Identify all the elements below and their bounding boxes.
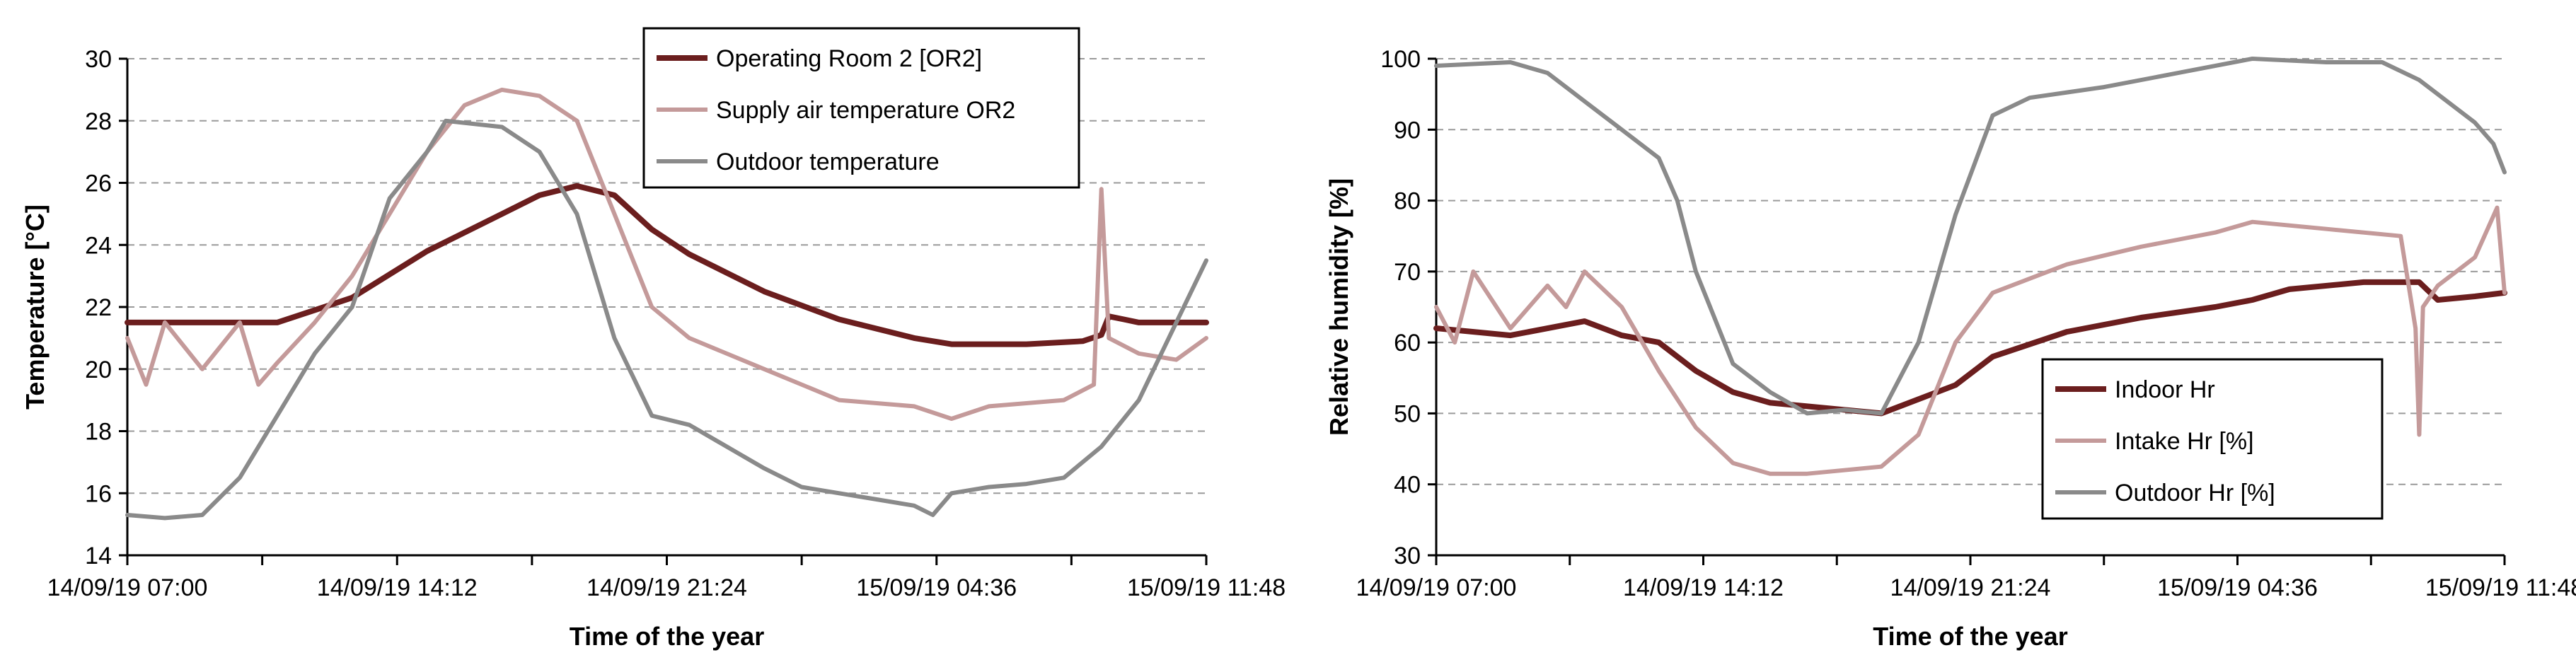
y-tick-label: 30: [1394, 543, 1421, 569]
series-line-2: [125, 87, 1208, 421]
x-tick-label: 15/09/19 04:36: [2157, 574, 2318, 601]
x-tick-label: 14/09/19 07:00: [47, 574, 208, 601]
legend-label: Indoor Hr: [2115, 376, 2215, 403]
legend-label: Intake Hr [%]: [2115, 428, 2254, 455]
y-tick-label: 70: [1394, 259, 1421, 286]
y-tick-label: 16: [85, 480, 112, 507]
x-axis-title: Time of the year: [1873, 622, 2067, 651]
y-tick-label: 18: [85, 419, 112, 446]
humidity-chart: 30 40 50 60 70 80 90 100 14/09/19 07:00 14/09/19 …: [1324, 46, 2576, 651]
y-tick-label: 50: [1394, 400, 1421, 427]
y-tick-label: 28: [85, 108, 112, 135]
y-tick-label: 22: [85, 294, 112, 321]
legend-label: Outdoor temperature: [716, 149, 940, 175]
y-tick-label: 80: [1394, 188, 1421, 215]
x-tick-label: 15/09/19 11:48: [2425, 574, 2576, 601]
legend-label: Operating Room 2 [OR2]: [716, 45, 982, 72]
x-tick-label: 15/09/19 11:48: [1127, 574, 1286, 601]
x-axis-title: Time of the year: [570, 622, 764, 651]
legend-box: [642, 27, 1080, 189]
series-line-2: [1434, 205, 2507, 476]
legend: Operating Room 2 [OR2] Supply air tempera…: [642, 27, 1080, 189]
y-tick-label: 20: [85, 357, 112, 383]
x-tick-label: 14/09/19 14:12: [317, 574, 478, 601]
x-tick-label: 14/09/19 21:24: [1890, 574, 2051, 601]
temperature-chart: 14 16 18 20 22 24 26 28 30 14/09/19 07:00 14/09/19…: [21, 27, 1286, 651]
y-tick-label: 100: [1380, 46, 1421, 73]
y-tick-label: 40: [1394, 472, 1421, 499]
y-tick-label: 60: [1394, 330, 1421, 357]
y-axis-title: Relative humidity [%]: [1324, 178, 1353, 436]
x-tick-label: 14/09/19 14:12: [1623, 574, 1784, 601]
y-tick-label: 14: [85, 543, 112, 569]
series-line-1: [125, 183, 1209, 347]
x-tick-label: 14/09/19 21:24: [587, 574, 747, 601]
y-tick-label: 30: [85, 46, 112, 73]
x-tick-label: 15/09/19 04:36: [856, 574, 1017, 601]
legend-label: Supply air temperature OR2: [716, 97, 1015, 124]
y-tick-label: 24: [85, 232, 112, 259]
y-tick-label: 90: [1394, 117, 1421, 144]
legend: Indoor Hr Intake Hr [%] Outdoor Hr [%]: [2041, 358, 2384, 520]
y-tick-label: 26: [85, 170, 112, 197]
y-axis-title: Temperature [°C]: [21, 204, 50, 410]
legend-label: Outdoor Hr [%]: [2115, 480, 2275, 506]
series-line-3: [125, 118, 1208, 521]
series-line-3: [1434, 57, 2507, 416]
x-tick-label: 14/09/19 07:00: [1356, 574, 1517, 601]
